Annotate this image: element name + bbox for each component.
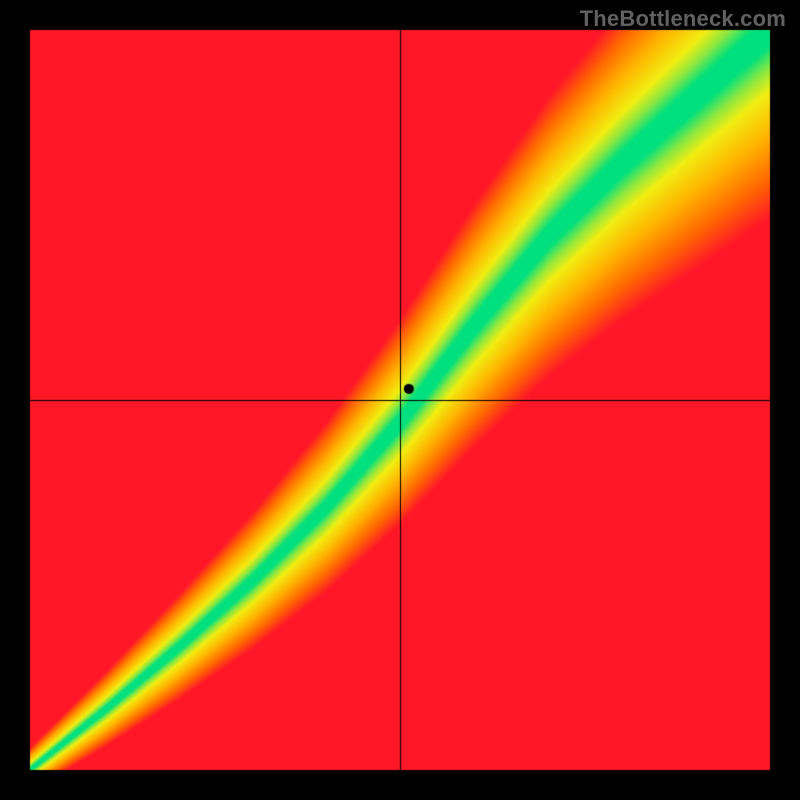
bottleneck-heatmap-canvas bbox=[0, 0, 800, 800]
watermark-text: TheBottleneck.com bbox=[580, 6, 786, 32]
chart-container: TheBottleneck.com bbox=[0, 0, 800, 800]
